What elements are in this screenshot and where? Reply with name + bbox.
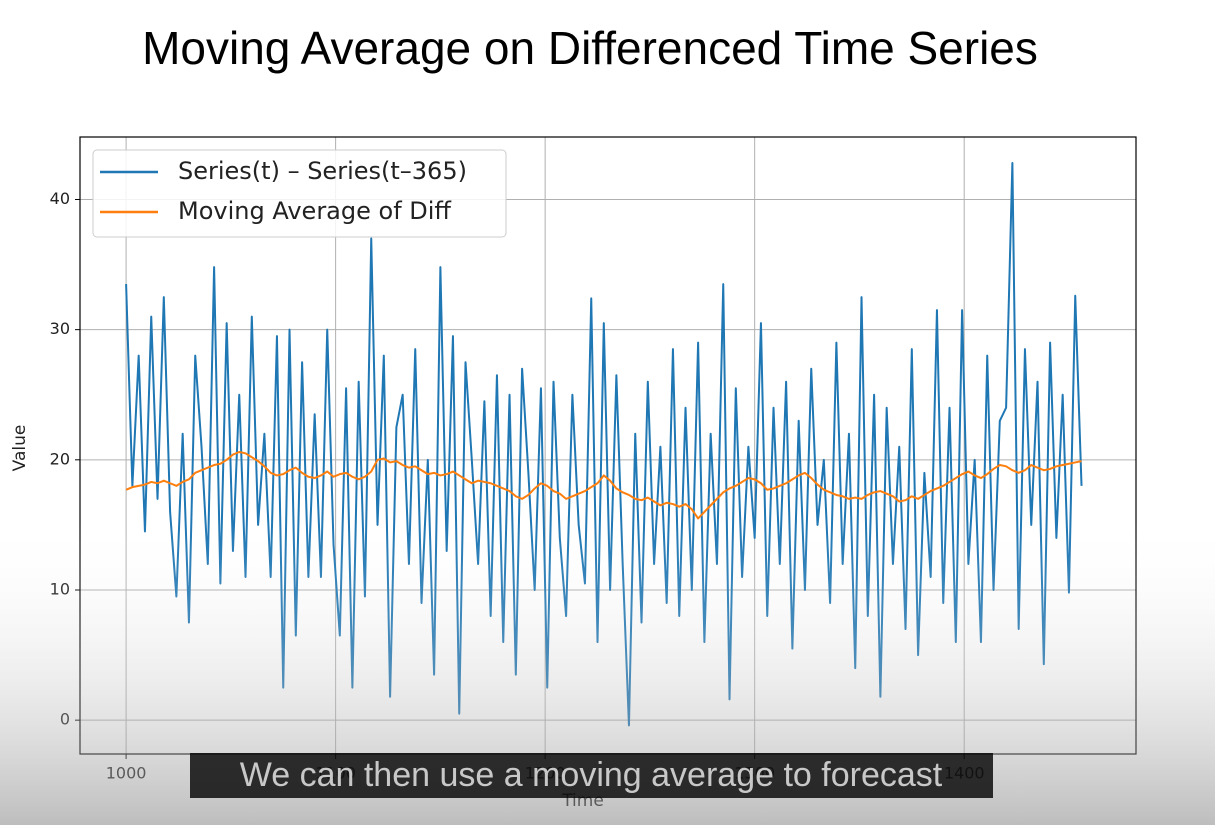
chart-title: Moving Average on Differenced Time Serie… [142, 22, 1038, 74]
y-tick-label: 30 [50, 319, 70, 338]
y-tick-label: 40 [50, 189, 70, 208]
data-line [125, 451, 1082, 520]
legend-box [92, 149, 507, 238]
y-tick-label: 20 [50, 449, 70, 468]
y-tick-label: 0 [60, 710, 70, 729]
caption-box [190, 753, 993, 798]
y-axis-label: Value [10, 425, 30, 472]
caption: We can then use a moving average to fore… [240, 756, 943, 794]
x-tick-label: 1000 [106, 764, 147, 783]
legend-label: Series(t) – Series(t–365) [178, 157, 467, 185]
y-tick-label: 10 [50, 579, 70, 598]
legend-label: Moving Average of Diff [178, 197, 451, 225]
